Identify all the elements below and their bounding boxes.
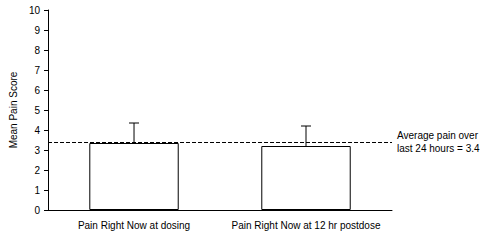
svg-text:10: 10 — [29, 5, 41, 16]
svg-text:6: 6 — [34, 85, 40, 96]
svg-text:0: 0 — [34, 205, 40, 216]
svg-text:4: 4 — [34, 125, 40, 136]
svg-text:Pain Right Now at dosing: Pain Right Now at dosing — [78, 220, 190, 231]
svg-text:8: 8 — [34, 45, 40, 56]
svg-text:last 24 hours = 3.4: last 24 hours = 3.4 — [397, 143, 480, 154]
svg-text:1: 1 — [34, 185, 40, 196]
svg-text:7: 7 — [34, 65, 40, 76]
svg-text:2: 2 — [34, 165, 40, 176]
svg-text:9: 9 — [34, 25, 40, 36]
svg-text:Mean Pain Score: Mean Pain Score — [8, 71, 19, 148]
svg-text:3: 3 — [34, 145, 40, 156]
svg-text:Pain Right Now at 12 hr postdo: Pain Right Now at 12 hr postdose — [232, 220, 381, 231]
svg-text:5: 5 — [34, 105, 40, 116]
svg-text:Average pain over: Average pain over — [397, 130, 481, 141]
